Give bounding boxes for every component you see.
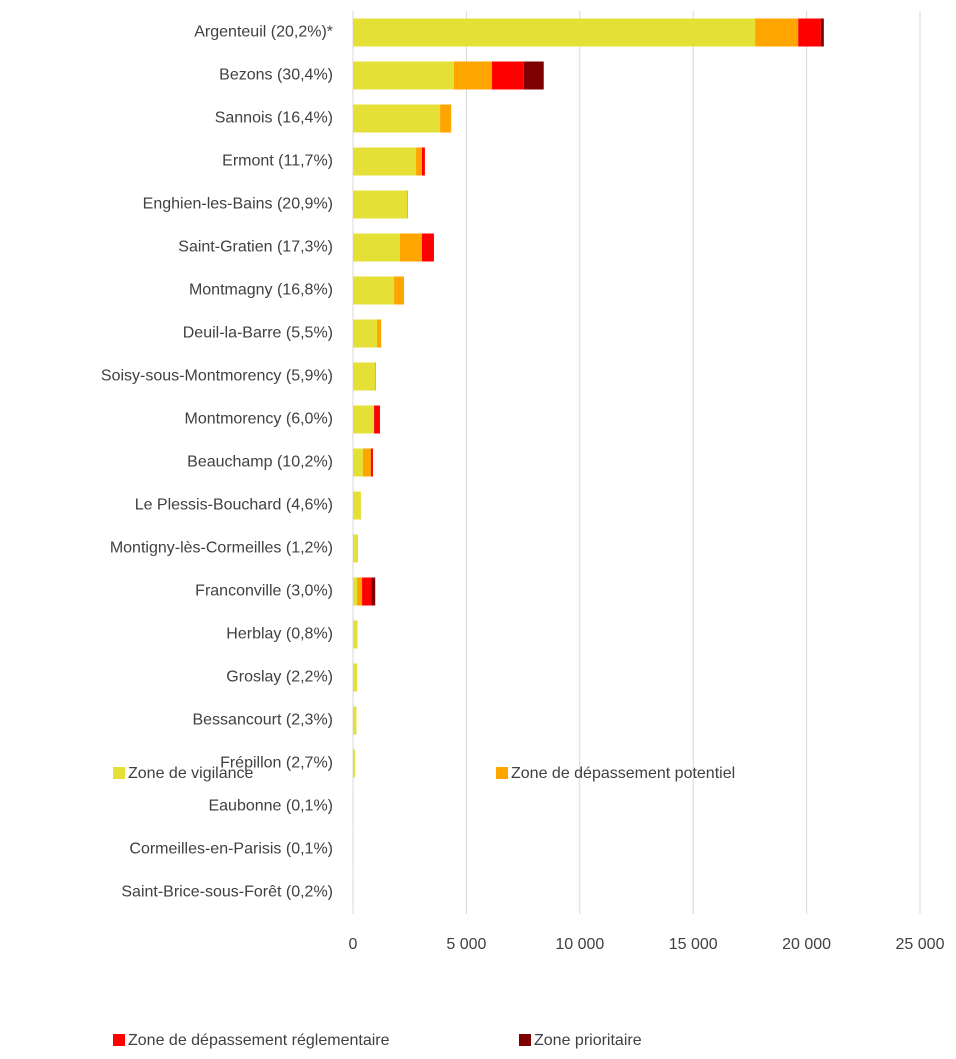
- bar-segment: [821, 19, 824, 47]
- bar-segment: [371, 449, 373, 477]
- y-tick-label: Saint-Gratien (17,3%): [178, 239, 333, 256]
- x-tick-label: 5 000: [446, 936, 486, 953]
- legend-label: Zone de dépassement réglementaire: [128, 1032, 390, 1049]
- legend-label: Zone prioritaire: [534, 1032, 642, 1049]
- bar-segment: [394, 277, 404, 305]
- y-tick-label: Argenteuil (20,2%)*: [194, 24, 333, 41]
- bar-segment: [422, 148, 425, 176]
- bar-segment: [524, 62, 544, 90]
- y-tick-label: Beauchamp (10,2%): [187, 454, 333, 471]
- bar-segment: [353, 406, 374, 434]
- bar-segment: [362, 578, 371, 606]
- bar-segment: [755, 19, 798, 47]
- bar-segment: [416, 148, 422, 176]
- legend-label: Zone de dépassement potentiel: [511, 765, 735, 782]
- y-tick-label: Bessancourt (2,3%): [192, 712, 333, 729]
- bar-segment: [377, 320, 381, 348]
- bar-segment: [353, 62, 454, 90]
- bar-segment: [353, 707, 356, 735]
- bar-segment: [353, 664, 357, 692]
- bar-segment: [400, 234, 422, 262]
- y-tick-label: Groslay (2,2%): [226, 669, 333, 686]
- y-tick-label: Deuil-la-Barre (5,5%): [183, 325, 333, 342]
- bar-segment: [357, 578, 362, 606]
- bar-segment: [353, 105, 440, 133]
- y-tick-label: Enghien-les-Bains (20,9%): [143, 196, 333, 213]
- y-tick-label: Eaubonne (0,1%): [208, 798, 333, 815]
- legend-swatch: [113, 767, 125, 779]
- bar-segment: [353, 449, 363, 477]
- bar-segment: [374, 406, 380, 434]
- y-tick-label: Herblay (0,8%): [226, 626, 333, 643]
- bar-segment: [363, 449, 371, 477]
- bar-segment: [353, 492, 361, 520]
- x-tick-label: 15 000: [669, 936, 718, 953]
- bar-segment: [353, 363, 375, 391]
- bar-segment: [353, 578, 357, 606]
- legend-swatch: [496, 767, 508, 779]
- x-tick-label: 0: [349, 936, 358, 953]
- y-tick-label: Franconville (3,0%): [195, 583, 333, 600]
- y-tick-label: Le Plessis-Bouchard (4,6%): [135, 497, 333, 514]
- bar-segment: [371, 578, 375, 606]
- y-tick-label: Cormeilles-en-Parisis (0,1%): [129, 841, 333, 858]
- bar-segment: [353, 148, 416, 176]
- bar-segment: [407, 191, 408, 219]
- x-tick-label: 10 000: [555, 936, 604, 953]
- legend-swatch: [113, 1034, 125, 1046]
- bar-segment: [422, 234, 434, 262]
- bar-segment: [353, 535, 358, 563]
- bar-segment: [440, 105, 451, 133]
- bar-segment: [375, 363, 376, 391]
- y-tick-label: Montmorency (6,0%): [185, 411, 334, 428]
- bar-segment: [353, 750, 355, 778]
- bar-segment: [454, 62, 492, 90]
- bar-segment: [353, 191, 407, 219]
- x-tick-label: 20 000: [782, 936, 831, 953]
- bar-segment: [353, 320, 377, 348]
- bar-segment: [798, 19, 821, 47]
- x-tick-label: 25 000: [896, 936, 945, 953]
- y-tick-label: Bezons (30,4%): [219, 67, 333, 84]
- y-tick-label: Montigny-lès-Cormeilles (1,2%): [110, 540, 333, 557]
- y-tick-label: Montmagny (16,8%): [189, 282, 333, 299]
- legend-swatch: [519, 1034, 531, 1046]
- bar-segment: [353, 277, 394, 305]
- bar-segment: [353, 19, 755, 47]
- legend-label: Zone de vigilance: [128, 765, 254, 782]
- y-tick-label: Sannois (16,4%): [215, 110, 333, 127]
- y-tick-label: Ermont (11,7%): [222, 153, 333, 170]
- bar-segment: [353, 621, 358, 649]
- bar-segment: [353, 234, 400, 262]
- y-tick-label: Saint-Brice-sous-Forêt (0,2%): [121, 884, 333, 901]
- bar-segment: [492, 62, 524, 90]
- y-tick-label: Soisy-sous-Montmorency (5,9%): [101, 368, 333, 385]
